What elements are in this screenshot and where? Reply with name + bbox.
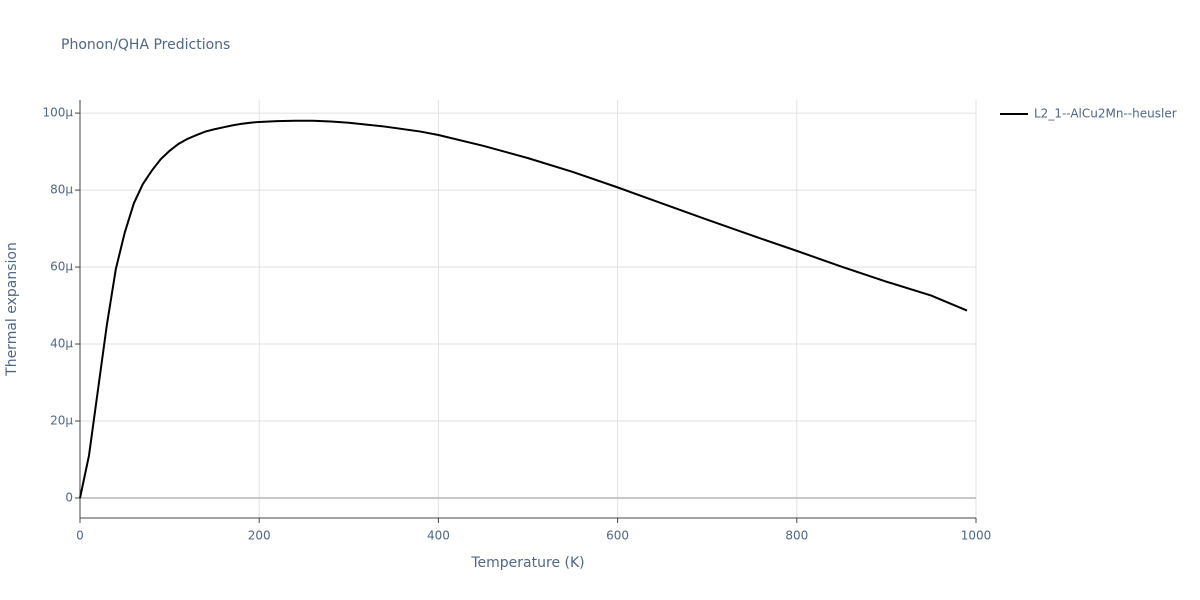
legend-label: L2_1--AlCu2Mn--heusler bbox=[1034, 107, 1177, 121]
x-tick-label: 200 bbox=[248, 529, 271, 543]
x-tick-label: 800 bbox=[785, 529, 808, 543]
y-tick-label: 20μ bbox=[50, 414, 73, 428]
x-tick-label: 600 bbox=[606, 529, 629, 543]
y-axis-title: Thermal expansion bbox=[4, 242, 20, 377]
chart-title: Phonon/QHA Predictions bbox=[61, 37, 230, 53]
x-axis-title: Temperature (K) bbox=[470, 555, 584, 571]
x-tick-label: 1000 bbox=[961, 529, 992, 543]
x-tick-label: 400 bbox=[427, 529, 450, 543]
y-tick-label: 0 bbox=[65, 490, 73, 504]
x-tick-label: 0 bbox=[76, 529, 84, 543]
y-tick-label: 40μ bbox=[50, 337, 73, 351]
y-tick-label: 80μ bbox=[50, 183, 73, 197]
data-line bbox=[79, 119, 968, 499]
y-tick-label: 60μ bbox=[50, 260, 73, 274]
y-tick-label: 100μ bbox=[42, 106, 73, 120]
